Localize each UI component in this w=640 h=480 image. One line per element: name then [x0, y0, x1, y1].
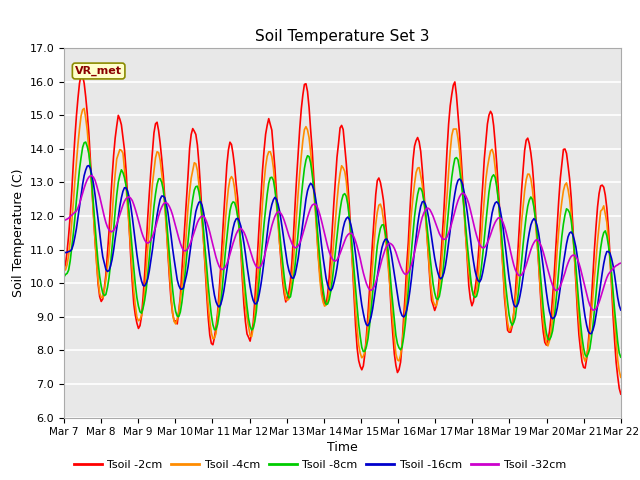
Tsoil -4cm: [255, 252, 263, 257]
Text: VR_met: VR_met: [75, 66, 122, 76]
Tsoil -2cm: [255, 217, 263, 223]
Tsoil -16cm: [130, 226, 138, 232]
Line: Tsoil -8cm: Tsoil -8cm: [64, 142, 621, 357]
Tsoil -4cm: [228, 174, 236, 180]
Tsoil -8cm: [255, 275, 263, 281]
Tsoil -32cm: [228, 246, 236, 252]
Tsoil -2cm: [305, 104, 313, 110]
Line: Tsoil -2cm: Tsoil -2cm: [64, 75, 621, 394]
Tsoil -16cm: [255, 290, 263, 296]
Tsoil -2cm: [228, 142, 236, 147]
Tsoil -16cm: [305, 183, 313, 189]
Tsoil -4cm: [60, 268, 68, 274]
Tsoil -4cm: [130, 288, 138, 293]
Tsoil -2cm: [617, 391, 625, 397]
Tsoil -16cm: [246, 284, 254, 289]
Tsoil -2cm: [130, 301, 138, 307]
Tsoil -2cm: [588, 299, 595, 305]
Y-axis label: Soil Temperature (C): Soil Temperature (C): [12, 168, 26, 297]
Tsoil -8cm: [246, 324, 254, 329]
Tsoil -8cm: [130, 265, 138, 271]
Tsoil -16cm: [586, 331, 594, 336]
Tsoil -8cm: [617, 354, 625, 360]
Tsoil -2cm: [246, 338, 254, 344]
Tsoil -16cm: [589, 327, 596, 333]
Tsoil -4cm: [617, 374, 625, 380]
Tsoil -4cm: [81, 106, 88, 111]
Legend: Tsoil -2cm, Tsoil -4cm, Tsoil -8cm, Tsoil -16cm, Tsoil -32cm: Tsoil -2cm, Tsoil -4cm, Tsoil -8cm, Tsoi…: [69, 456, 571, 474]
Tsoil -8cm: [228, 201, 236, 207]
Tsoil -32cm: [588, 305, 595, 311]
Tsoil -32cm: [60, 217, 68, 223]
Tsoil -4cm: [305, 135, 313, 141]
Tsoil -2cm: [77, 72, 85, 78]
Tsoil -4cm: [588, 312, 595, 318]
Line: Tsoil -32cm: Tsoil -32cm: [64, 176, 621, 310]
X-axis label: Time: Time: [327, 442, 358, 455]
Tsoil -2cm: [60, 266, 68, 272]
Tsoil -32cm: [305, 210, 313, 216]
Tsoil -8cm: [305, 154, 313, 159]
Tsoil -8cm: [82, 139, 90, 145]
Line: Tsoil -16cm: Tsoil -16cm: [64, 166, 621, 334]
Tsoil -4cm: [246, 333, 254, 338]
Line: Tsoil -4cm: Tsoil -4cm: [64, 108, 621, 377]
Tsoil -32cm: [617, 260, 625, 266]
Tsoil -16cm: [228, 234, 236, 240]
Tsoil -32cm: [255, 265, 263, 271]
Tsoil -8cm: [588, 335, 595, 341]
Tsoil -32cm: [246, 247, 254, 253]
Title: Soil Temperature Set 3: Soil Temperature Set 3: [255, 29, 429, 44]
Tsoil -32cm: [130, 202, 138, 207]
Tsoil -16cm: [617, 307, 625, 313]
Tsoil -16cm: [60, 249, 68, 255]
Tsoil -16cm: [85, 163, 93, 168]
Tsoil -8cm: [60, 274, 68, 280]
Tsoil -32cm: [589, 307, 596, 313]
Tsoil -32cm: [88, 173, 96, 179]
